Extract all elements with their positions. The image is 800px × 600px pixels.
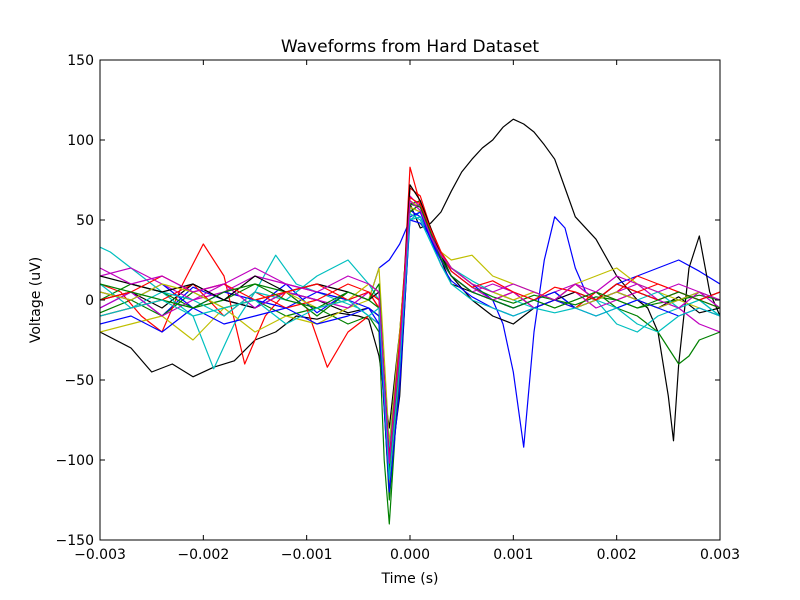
y-tick-label: 50 xyxy=(76,213,94,229)
x-tick-label: 0.003 xyxy=(700,547,740,563)
x-tick-label: −0.002 xyxy=(177,547,229,563)
x-tick-label: 0.001 xyxy=(493,547,533,563)
chart-title: Waveforms from Hard Dataset xyxy=(281,37,540,57)
x-tick-label: −0.001 xyxy=(281,547,333,563)
waveform-line-20 xyxy=(100,200,720,464)
y-tick-label: −50 xyxy=(64,373,94,389)
x-axis-label: Time (s) xyxy=(381,571,439,587)
y-tick-label: −100 xyxy=(56,453,94,469)
y-tick-label: 100 xyxy=(67,133,94,149)
tick-layer: −0.003 −0.002 −0.001 0.000 0.001 0.002 0.003 15… xyxy=(56,53,741,563)
waveform-line-1 xyxy=(100,118,720,429)
x-tick-label: 0.000 xyxy=(390,547,430,563)
x-tick-label: −0.003 xyxy=(74,547,126,563)
series-layer xyxy=(100,118,720,525)
y-axis-label: Voltage (uV) xyxy=(28,257,44,343)
x-tick-label: 0.002 xyxy=(597,547,637,563)
y-tick-label: 0 xyxy=(85,293,94,309)
waveform-line-18 xyxy=(100,203,720,474)
waveform-line-19 xyxy=(100,213,720,480)
y-tick-label: 150 xyxy=(67,53,94,69)
y-tick-label: −150 xyxy=(56,533,94,549)
